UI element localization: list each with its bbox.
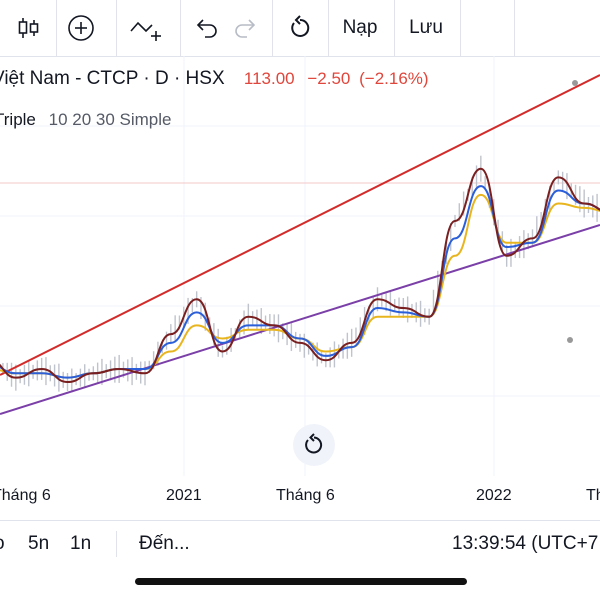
candles-icon[interactable] [8,0,48,56]
x-tick-label: Th [586,487,600,504]
home-indicator [135,578,467,585]
ma-series [0,167,600,384]
price-chart[interactable] [0,56,600,520]
range-button[interactable]: o [0,533,5,555]
load-button[interactable]: Nạp [342,17,378,38]
candles [2,155,598,393]
trendline-upper[interactable] [0,74,600,376]
bottom-bar: o 5n 1n Đến... 13:39:54 (UTC+7 [0,520,600,567]
indicator-name: Triple [0,110,36,129]
redo-icon[interactable] [228,0,264,56]
clock-time[interactable]: 13:39:54 (UTC+7 [452,533,599,554]
axis-marker [567,337,573,343]
indicator-params: 10 20 30 Simple [48,110,172,129]
add-icon[interactable] [60,0,102,56]
top-toolbar: Nạp Lưu [0,0,600,57]
add-indicator-icon[interactable] [124,0,168,56]
x-tick-label: 2022 [476,487,512,504]
symbol-header[interactable]: Việt Nam - CTCP · D · HSX 113.00 −2.50 (… [0,68,429,90]
reset-zoom-button[interactable] [293,424,335,466]
upper-line-marker [572,80,578,86]
x-tick-label: Tháng 6 [0,487,51,504]
grid [0,56,600,476]
series-line-ma10[interactable] [0,167,600,384]
reset-icon [305,433,323,454]
trendline-lower[interactable] [0,224,600,415]
indicator-legend[interactable]: Triple 10 20 30 Simple [0,110,172,130]
symbol-name: Việt Nam - CTCP · D · HSX [0,68,225,89]
goto-date-button[interactable]: Đến... [139,533,190,554]
last-price: 113.00 −2.50 (−2.16%) [243,69,429,88]
range-1n-button[interactable]: 1n [70,533,92,554]
x-tick-label: 2021 [166,487,202,504]
refresh-icon[interactable] [280,0,320,56]
x-tick-label: Tháng 6 [276,487,335,504]
undo-icon[interactable] [188,0,224,56]
range-5n-button[interactable]: 5n [28,533,50,554]
save-button[interactable]: Lưu [409,17,443,38]
